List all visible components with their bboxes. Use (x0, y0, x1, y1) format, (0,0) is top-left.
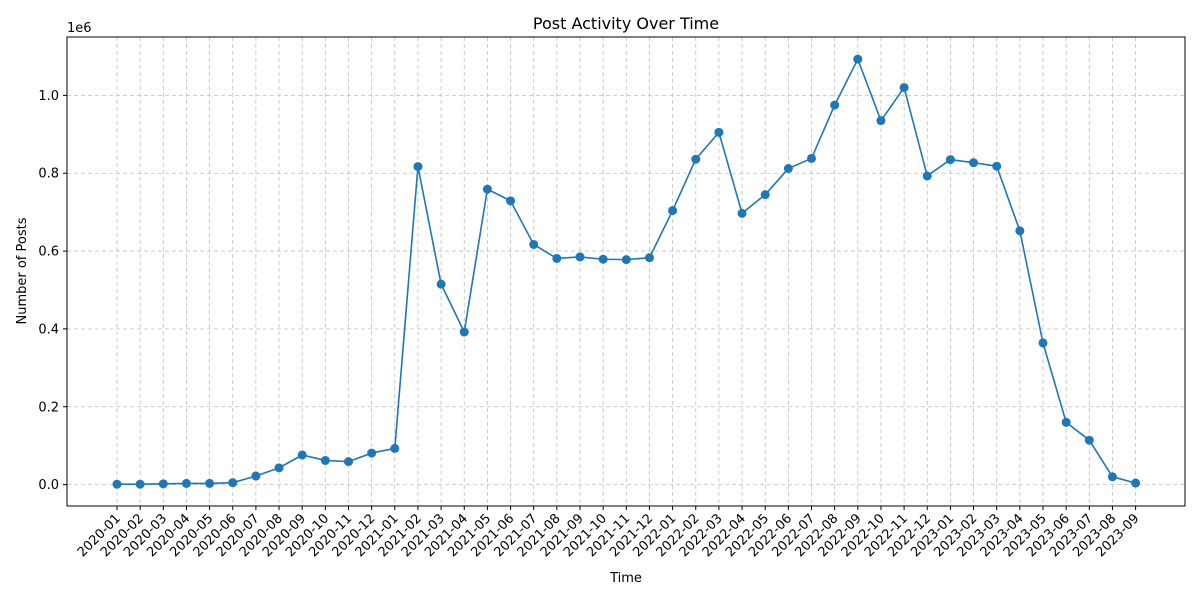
data-point (598, 254, 608, 264)
data-point (459, 327, 469, 337)
data-point (691, 154, 701, 164)
data-point (413, 162, 423, 172)
y-tick-label: 0.4 (38, 322, 59, 337)
data-point (367, 448, 377, 458)
y-tick-label: 0.2 (38, 400, 59, 415)
data-point (112, 479, 122, 489)
y-tick-label: 0.8 (38, 167, 59, 182)
data-point (644, 253, 654, 263)
data-point (945, 155, 955, 165)
data-point (922, 171, 932, 181)
data-point (529, 239, 539, 249)
data-point (668, 206, 678, 216)
data-point (783, 164, 793, 174)
data-point (760, 190, 770, 200)
plot-frame (66, 36, 1186, 507)
data-point (506, 196, 516, 206)
data-points (112, 54, 1141, 489)
data-point (714, 127, 724, 137)
data-point (992, 161, 1002, 171)
data-point (1131, 478, 1141, 488)
data-point (251, 471, 261, 481)
data-point (135, 479, 145, 489)
data-point (390, 443, 400, 453)
data-point (320, 455, 330, 465)
data-point (876, 116, 886, 126)
data-point (899, 83, 909, 93)
y-tick-label: 1.0 (38, 89, 59, 104)
grid (67, 37, 1185, 506)
data-point (969, 158, 979, 168)
data-point (1084, 435, 1094, 445)
data-point (274, 463, 284, 473)
data-point (482, 184, 492, 194)
y-axis: 0.0 0.2 0.4 0.6 0.8 1.0 (38, 89, 67, 493)
data-point (344, 457, 353, 467)
x-axis: 2020-012020-022020-032020-042020-052020-… (75, 506, 1142, 560)
data-point (158, 479, 168, 489)
data-point (1015, 226, 1025, 236)
y-axis-offset-text: 1e6 (67, 21, 92, 36)
data-point (1038, 338, 1048, 348)
data-point (1107, 472, 1117, 482)
data-point (297, 450, 307, 460)
data-point (1061, 417, 1071, 427)
data-point (575, 252, 585, 262)
data-point (228, 478, 238, 488)
data-point (737, 208, 747, 218)
data-point (621, 255, 631, 265)
y-axis-label: Number of Posts (15, 217, 30, 324)
x-axis-label: Time (609, 571, 642, 586)
data-point (205, 478, 215, 488)
data-point (181, 478, 191, 488)
data-point (552, 253, 562, 263)
data-point (830, 100, 840, 110)
data-point (436, 279, 446, 289)
y-tick-label: 0.0 (38, 478, 59, 493)
data-point (853, 54, 863, 64)
chart-title: Post Activity Over Time (533, 14, 719, 33)
data-point (807, 153, 816, 163)
y-tick-label: 0.6 (38, 245, 59, 260)
